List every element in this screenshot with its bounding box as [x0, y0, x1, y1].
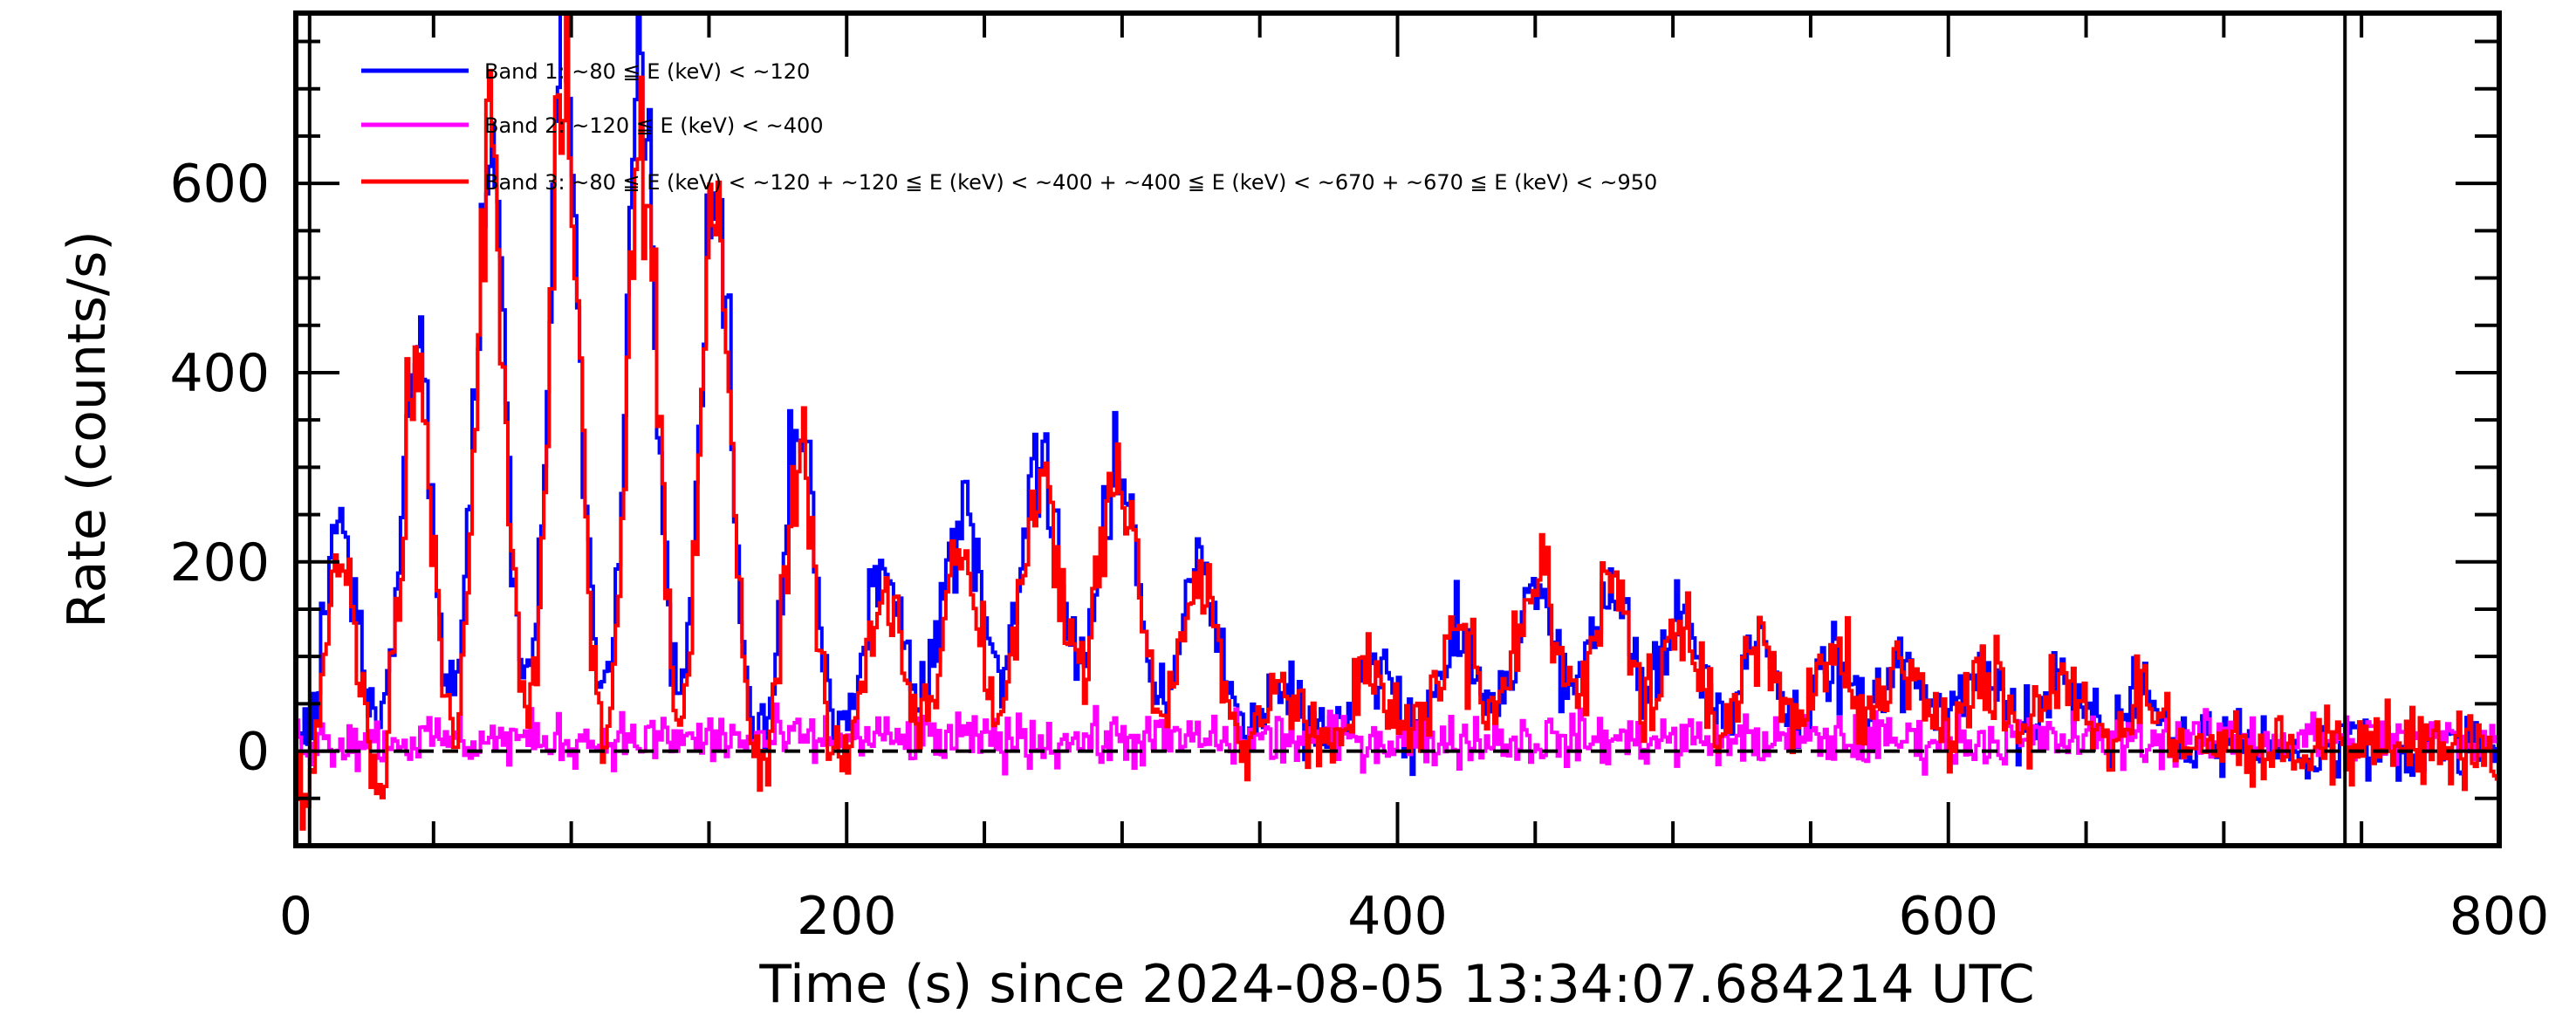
x-tick-label: 400: [1347, 886, 1448, 947]
y-tick-label: 600: [169, 154, 270, 215]
x-tick-label: 200: [797, 886, 897, 947]
series-line-band2: [296, 702, 2499, 776]
y-tick-label: 400: [169, 343, 270, 404]
legend-label-band2: Band 2: ~120 ≦ E (keV) < ~400: [484, 113, 824, 138]
legend-label-band1: Band 1: ~80 ≦ E (keV) < ~120: [484, 59, 810, 84]
y-tick-label: 0: [236, 722, 270, 783]
series-layer: [296, 13, 2499, 831]
x-tick-label: 800: [2449, 886, 2550, 947]
y-axis-title: Rate (counts/s): [57, 230, 118, 628]
marker-layer: [296, 13, 2499, 846]
axes-layer: 0 200 400 600 800 0 200 400 600: [169, 10, 2550, 947]
legend: Band 1: ~80 ≦ E (keV) < ~120 Band 2: ~12…: [361, 59, 1657, 195]
x-axis-title: Time (s) since 2024-08-05 13:34:07.68421…: [758, 954, 2034, 1015]
series-line-band3: [296, 13, 2499, 831]
x-tick-label: 600: [1898, 886, 1998, 947]
legend-label-band3: Band 3: ~80 ≦ E (keV) < ~120 + ~120 ≦ E …: [484, 170, 1657, 195]
y-tick-label: 200: [169, 532, 270, 593]
x-tick-label: 0: [279, 886, 312, 947]
